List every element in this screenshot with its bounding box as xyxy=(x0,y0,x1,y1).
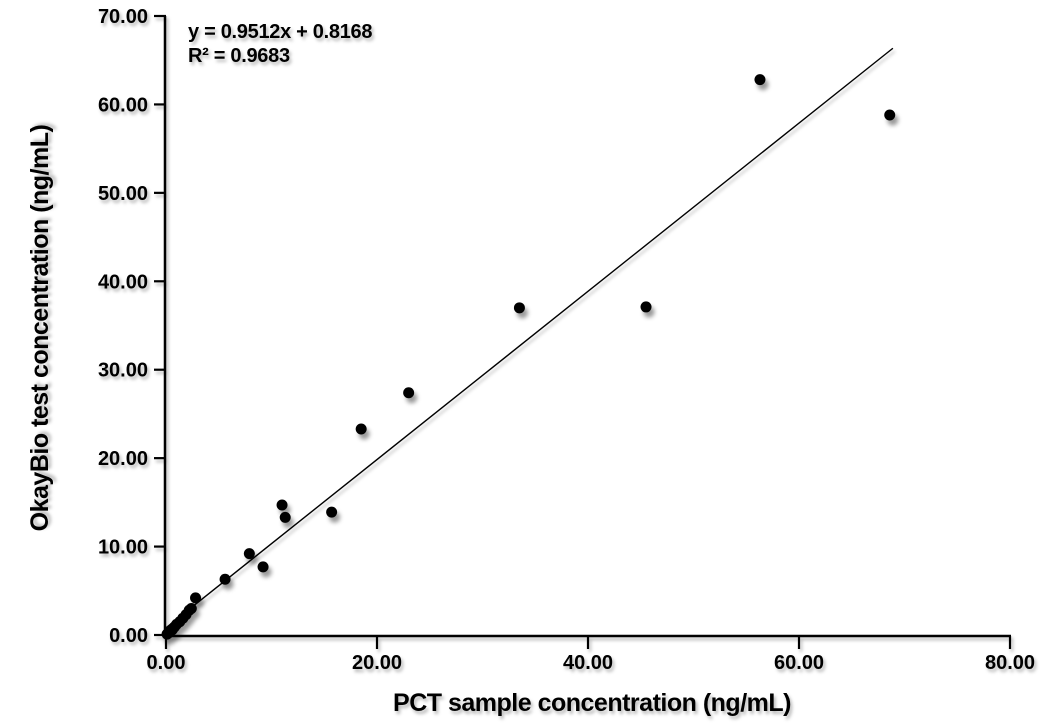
axes xyxy=(154,14,1012,649)
data-points xyxy=(161,74,896,640)
trendline xyxy=(165,47,894,629)
y-tick-label: 50.00 xyxy=(98,183,148,205)
data-point xyxy=(403,387,415,399)
y-tick-label: 10.00 xyxy=(98,537,148,559)
data-point xyxy=(754,74,766,86)
y-axis-title: OkayBio test concentration (ng/mL) xyxy=(26,125,54,532)
y-tick-label: 30.00 xyxy=(98,360,148,382)
r-squared-label: R² = 0.9683 xyxy=(188,45,290,67)
x-tick-label: 60.00 xyxy=(774,652,824,674)
x-tick-label: 80.00 xyxy=(985,652,1035,674)
data-point xyxy=(279,511,291,523)
data-point xyxy=(355,423,367,435)
data-point xyxy=(276,499,288,511)
data-point xyxy=(190,592,202,604)
data-point xyxy=(257,561,269,573)
y-tick-label: 40.00 xyxy=(98,271,148,293)
x-tick-label: 20.00 xyxy=(352,652,402,674)
y-tick-label: 0.00 xyxy=(109,625,148,647)
y-tick-label: 70.00 xyxy=(98,6,148,28)
data-point xyxy=(884,109,896,121)
data-point xyxy=(243,548,255,560)
x-tick-label: 40.00 xyxy=(563,652,613,674)
data-point xyxy=(640,301,652,313)
y-tick-label: 20.00 xyxy=(98,448,148,470)
data-point xyxy=(219,573,231,585)
data-point xyxy=(185,602,197,614)
x-tick-label: 0.00 xyxy=(147,652,186,674)
data-point xyxy=(326,506,338,518)
y-tick-label: 60.00 xyxy=(98,94,148,116)
x-axis-title: PCT sample concentration (ng/mL) xyxy=(393,689,791,717)
tick-labels: 0.00 10.00 20.00 30.00 40.00 50.00 60.00 70.00 0… xyxy=(98,6,1035,674)
data-point xyxy=(513,302,525,314)
equation-label: y = 0.9512x + 0.8168 xyxy=(188,21,372,43)
